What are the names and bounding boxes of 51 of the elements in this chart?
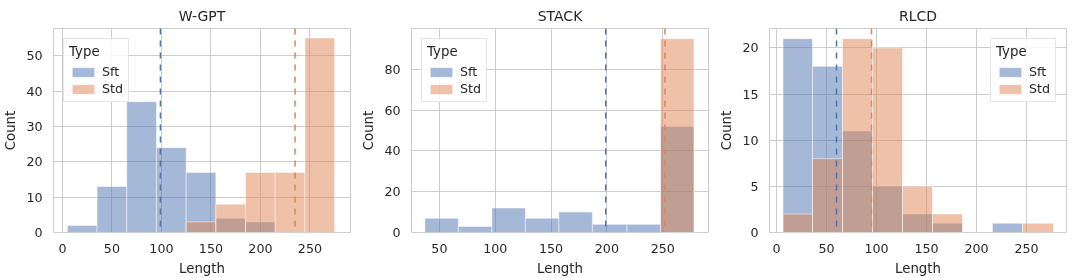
- y-tick-label: 0: [750, 225, 759, 240]
- x-tick-label: 150: [914, 240, 939, 256]
- legend-label: Sft: [460, 64, 479, 79]
- x-tick-label: 150: [198, 240, 223, 256]
- chart-title: STACK: [537, 7, 584, 24]
- chart-title: RLCD: [898, 7, 938, 24]
- y-tick-label: 60: [384, 102, 401, 118]
- x-tick-label: 100: [864, 240, 889, 256]
- x-tick-label: 150: [538, 240, 564, 256]
- x-tick-label: 100: [149, 240, 174, 256]
- chart-title: W-GPT: [178, 7, 226, 24]
- x-tick-label: 250: [1014, 240, 1039, 256]
- y-tick-label: 10: [742, 132, 759, 148]
- legend-title: Type: [427, 44, 459, 59]
- y-tick-label: 40: [384, 143, 401, 159]
- legend-title: Type: [995, 44, 1028, 59]
- x-tick-label: 0: [772, 240, 781, 256]
- y-tick-label: 0: [392, 225, 401, 240]
- y-tick-label: 15: [742, 86, 759, 102]
- y-tick-label: 40: [26, 83, 43, 99]
- legend-label: Sft: [1028, 64, 1048, 79]
- y-axis-title: Count: [361, 110, 377, 151]
- x-axis-title: Length: [179, 260, 225, 276]
- x-tick-label: 250: [297, 240, 322, 256]
- x-tick-label: 200: [594, 240, 619, 256]
- y-tick-label: 20: [742, 40, 759, 56]
- y-tick-label: 50: [26, 48, 43, 64]
- y-tick-label: 10: [26, 189, 43, 205]
- x-tick-label: 50: [103, 240, 120, 256]
- x-tick-label: 0: [58, 240, 67, 256]
- x-tick-label: 100: [483, 240, 508, 256]
- y-tick-label: 5: [750, 178, 759, 194]
- legend-label: Std: [460, 81, 482, 96]
- y-tick-label: 20: [384, 184, 401, 200]
- x-axis-title: Length: [537, 260, 583, 276]
- x-tick-label: 50: [818, 240, 835, 256]
- y-axis-title: Count: [3, 110, 19, 151]
- x-tick-label: 50: [431, 240, 448, 256]
- y-tick-label: 0: [34, 225, 43, 240]
- x-axis-title: Length: [895, 260, 941, 276]
- x-tick-label: 200: [248, 240, 273, 256]
- x-tick-label: 200: [964, 240, 989, 256]
- y-axis-title: Count: [719, 110, 735, 151]
- x-tick-label: 250: [650, 240, 675, 256]
- legend-title: Type: [69, 44, 101, 59]
- legend-label: Std: [102, 81, 124, 96]
- legend-label: Std: [1028, 81, 1050, 96]
- y-tick-label: 20: [26, 154, 43, 170]
- y-tick-label: 80: [384, 61, 401, 77]
- legend-label: Sft: [102, 64, 121, 79]
- y-tick-label: 30: [26, 118, 43, 134]
